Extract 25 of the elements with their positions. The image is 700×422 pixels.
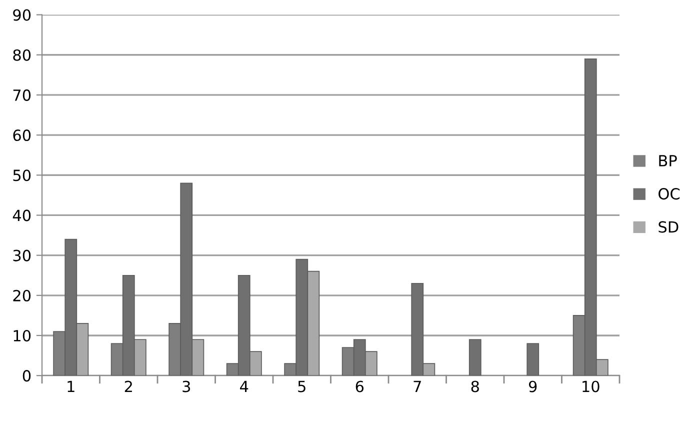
x-tick-label: 9 — [528, 380, 537, 392]
x-tick-label: 5 — [298, 380, 306, 392]
x-tick-label: 1 — [68, 380, 74, 392]
y-tick-label: 0 — [22, 370, 31, 382]
y-tick-label: 50 — [13, 170, 31, 182]
y-tick-label: 90 — [13, 9, 31, 21]
x-tick-label: 6 — [356, 380, 364, 392]
y-tick-label: 80 — [13, 49, 31, 61]
y-tick-label: 10 — [14, 330, 31, 342]
x-tick-label: 3 — [182, 380, 190, 392]
legend-label: BP — [659, 155, 677, 166]
x-tick-label: 2 — [124, 380, 132, 392]
legend-label: SD — [658, 221, 678, 233]
y-tick-label: 60 — [13, 130, 31, 142]
legend-label: OC — [658, 188, 680, 200]
y-tick-label: 70 — [13, 89, 31, 101]
bar — [468, 339, 482, 376]
x-tick-label: 8 — [471, 380, 479, 392]
bar — [526, 343, 540, 376]
y-tick-label: 30 — [13, 250, 31, 262]
y-tick-label: 40 — [12, 210, 31, 222]
x-tick-label: 10 — [582, 380, 600, 392]
y-tick-label: 20 — [13, 290, 31, 302]
x-tick-label: 7 — [414, 380, 421, 392]
x-tick-label: 4 — [240, 380, 248, 392]
